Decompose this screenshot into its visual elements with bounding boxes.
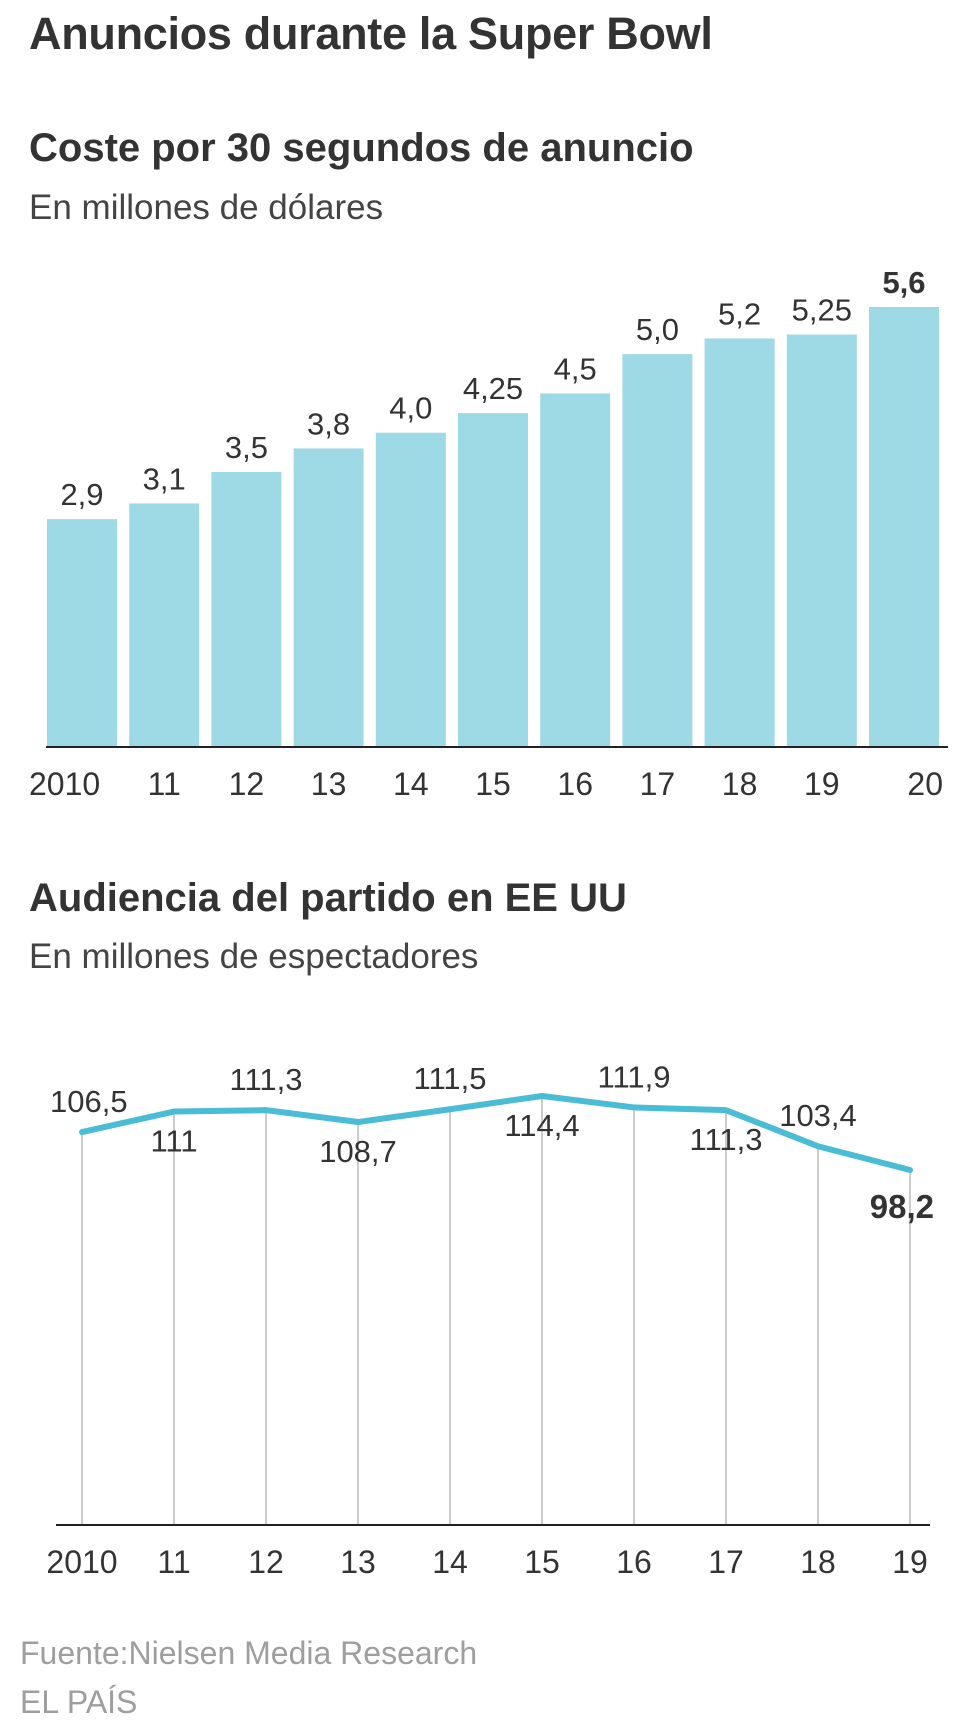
- bar-value-label: 4,25: [463, 371, 523, 406]
- bar-value-label: 4,5: [554, 351, 597, 386]
- bar-value-label: 2,9: [60, 477, 103, 512]
- bar-value-label: 4,0: [389, 391, 432, 426]
- bar-12: [211, 472, 282, 747]
- publisher-brand: EL PAÍS: [20, 1684, 138, 1720]
- x-tick-label: 13: [311, 766, 347, 800]
- x-tick-label: 19: [892, 1544, 928, 1580]
- cost-chart-title: Coste por 30 segundos de anuncio: [29, 126, 694, 170]
- bar-14: [375, 432, 446, 747]
- line-value-label: 111,5: [414, 1061, 487, 1096]
- x-tick-label: 15: [475, 766, 511, 800]
- x-tick-label: 12: [229, 766, 265, 800]
- x-tick-label: 13: [340, 1544, 376, 1580]
- source-note: Fuente:Nielsen Media Research: [20, 1635, 478, 1671]
- bar-value-label: 5,6: [882, 265, 925, 300]
- bar-2010: [47, 519, 117, 747]
- line-value-label: 114,4: [504, 1108, 579, 1143]
- bar-11: [129, 503, 200, 747]
- line-value-label: 103,4: [779, 1098, 857, 1133]
- x-tick-label: 18: [722, 766, 758, 800]
- line-value-label: 111,3: [690, 1122, 763, 1157]
- audience-line-chart: 106,5201011111111,312108,713111,514114,4…: [46, 1059, 934, 1580]
- x-tick-label: 17: [708, 1544, 744, 1580]
- x-tick-label: 17: [640, 766, 676, 800]
- audience-series-line: [79, 1093, 913, 1173]
- line-value-label: 111: [150, 1124, 197, 1159]
- line-value-label: 98,2: [870, 1188, 934, 1225]
- bar-value-label: 5,25: [792, 293, 852, 328]
- audience-chart-title: Audiencia del partido en EE UU: [29, 876, 627, 920]
- x-tick-label: 12: [248, 1544, 284, 1580]
- cost-chart-subtitle: En millones de dólares: [29, 188, 384, 227]
- x-tick-label: 20: [907, 766, 943, 800]
- bar-16: [540, 393, 611, 747]
- x-tick-label: 11: [157, 1544, 190, 1580]
- bar-value-label: 3,1: [143, 461, 186, 496]
- line-value-label: 111,3: [230, 1062, 303, 1097]
- x-tick-label: 2010: [29, 766, 100, 800]
- x-tick-label: 18: [800, 1544, 836, 1580]
- line-value-label: 111,9: [598, 1059, 671, 1094]
- audience-chart-subtitle: En millones de espectadores: [29, 937, 479, 976]
- bar-value-label: 3,5: [225, 430, 268, 465]
- x-tick-label: 15: [524, 1544, 560, 1580]
- bar-13: [293, 448, 364, 747]
- x-tick-label: 11: [148, 766, 181, 800]
- line-value-label: 108,7: [319, 1134, 397, 1169]
- bar-18: [704, 338, 775, 747]
- bar-19: [786, 334, 857, 747]
- bar-value-label: 5,2: [718, 296, 761, 331]
- x-tick-label: 16: [616, 1544, 652, 1580]
- bar-value-label: 3,8: [307, 406, 350, 441]
- x-tick-label: 2010: [46, 1544, 117, 1580]
- bar-20: [869, 307, 939, 747]
- x-tick-label: 19: [804, 766, 840, 800]
- bar-value-label: 5,0: [636, 312, 679, 347]
- bar-17: [622, 354, 693, 747]
- x-tick-label: 14: [393, 766, 429, 800]
- bar-15: [458, 413, 528, 747]
- cost-bar-chart: 2,9 2010 3,1 11 3,5 12 3,8 13 4,0 14 4,25 15 4,5 16 5,…: [29, 265, 948, 800]
- x-tick-label: 16: [557, 766, 593, 800]
- line-value-label: 106,5: [50, 1084, 128, 1119]
- main-title: Anuncios durante la Super Bowl: [29, 8, 713, 59]
- x-tick-label: 14: [432, 1544, 468, 1580]
